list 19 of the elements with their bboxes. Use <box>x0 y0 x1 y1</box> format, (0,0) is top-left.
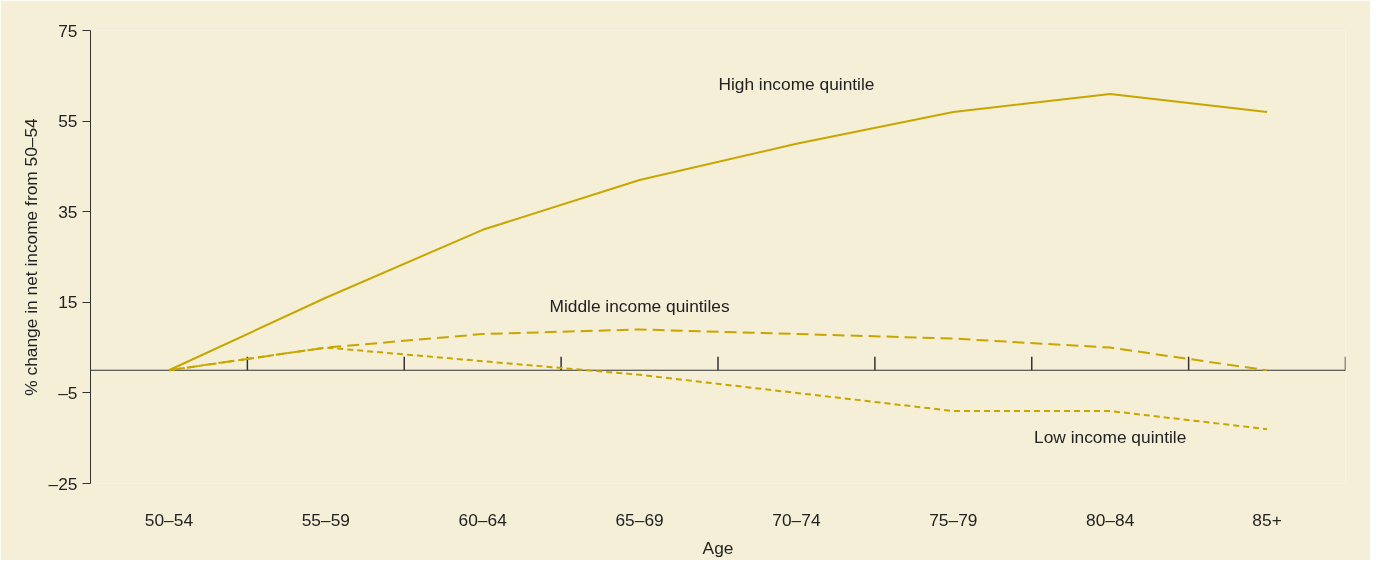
x-tick-label: 70–74 <box>772 509 821 530</box>
y-tick-label: –25 <box>48 473 78 494</box>
series-label: High income quintile <box>718 73 875 94</box>
x-tick-label: 80–84 <box>1086 509 1135 530</box>
y-tick-label: 55 <box>58 111 78 132</box>
x-tick-label: 75–79 <box>929 509 978 530</box>
x-tick-label: 65–69 <box>615 509 664 530</box>
x-tick-label: 85+ <box>1252 509 1282 530</box>
x-tick-label: 55–59 <box>301 509 350 530</box>
y-tick-label: 75 <box>58 20 78 41</box>
y-tick-label: 35 <box>58 201 78 222</box>
y-tick-label: –5 <box>58 382 78 403</box>
series-label: Low income quintile <box>1034 427 1187 448</box>
series-label: Middle income quintiles <box>549 295 730 316</box>
y-tick-label: 15 <box>58 292 78 313</box>
x-tick-label: 50–54 <box>144 509 194 530</box>
y-axis-title: % change in net income from 50–54 <box>20 117 41 396</box>
x-tick-label: 60–64 <box>458 509 508 530</box>
x-axis-title: Age <box>702 537 734 558</box>
